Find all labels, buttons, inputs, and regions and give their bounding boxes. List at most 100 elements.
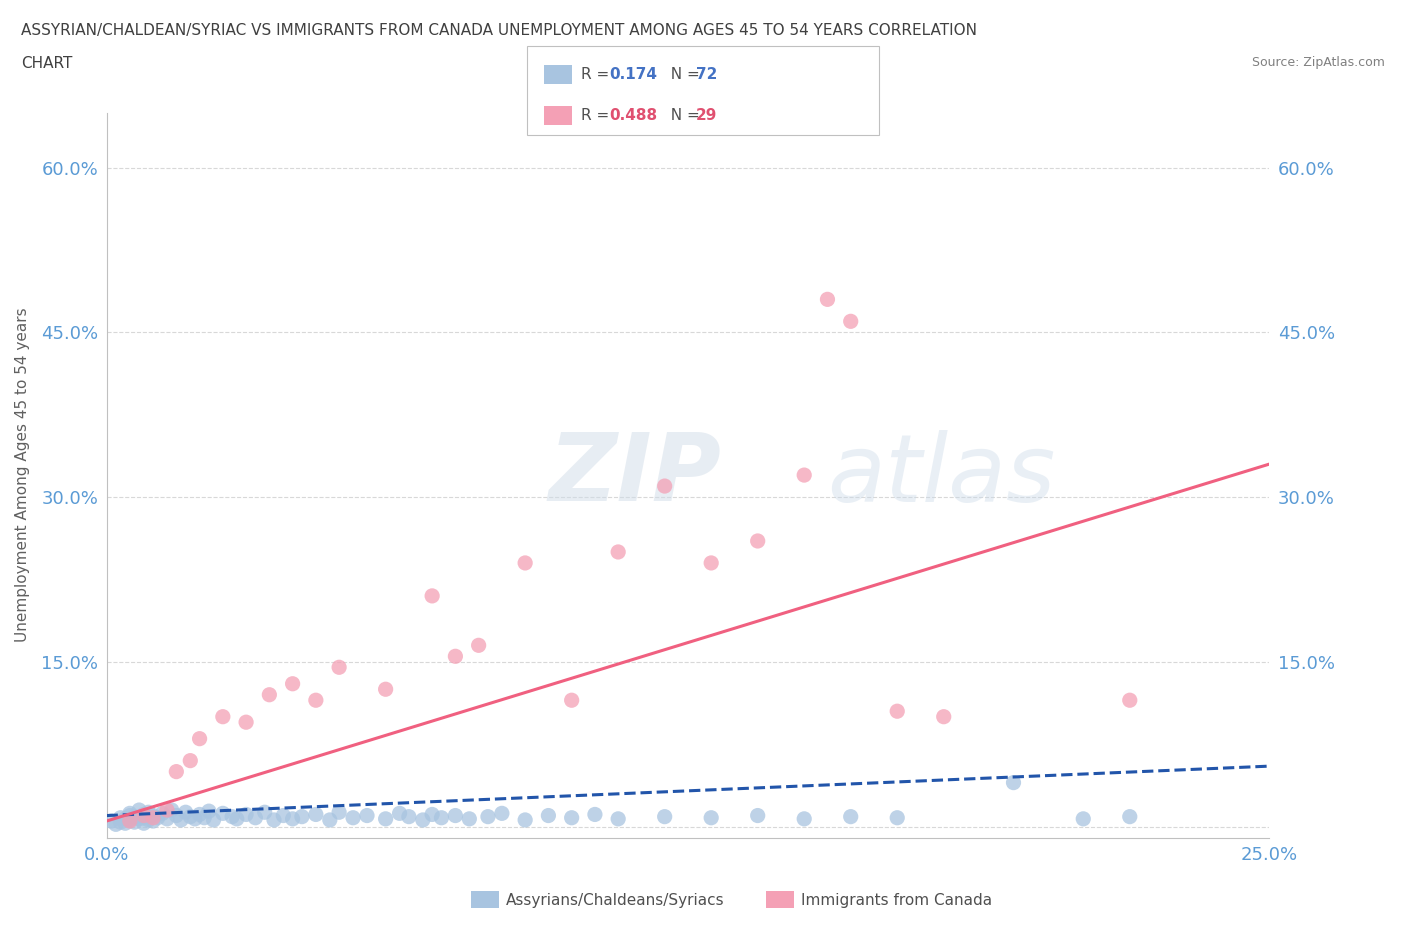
Point [607,811,630,826]
Point [253,804,276,819]
Point [104,817,127,831]
Point [561,693,583,708]
Point [515,555,537,570]
Point [839,809,862,824]
Point [211,710,233,724]
Text: 0.174: 0.174 [609,67,657,82]
Point [118,808,141,823]
Point [583,807,606,822]
Point [281,676,304,691]
Point [793,811,815,826]
Point [263,813,285,828]
Point [747,534,769,549]
Point [124,815,146,830]
Point [374,811,396,826]
Point [128,803,150,817]
Point [700,555,723,570]
Point [150,806,173,821]
Point [179,809,201,824]
Point [700,810,723,825]
Point [342,810,364,825]
Point [114,816,136,830]
Point [477,809,499,824]
Point [356,808,378,823]
Text: Immigrants from Canada: Immigrants from Canada [801,893,993,908]
Point [654,809,676,824]
Point [138,804,160,819]
Text: Source: ZipAtlas.com: Source: ZipAtlas.com [1251,56,1385,69]
Text: R =: R = [581,67,614,82]
Point [374,682,396,697]
Point [747,808,769,823]
Point [165,808,187,823]
Text: Assyrians/Chaldeans/Syriacs: Assyrians/Chaldeans/Syriacs [506,893,724,908]
Point [179,753,201,768]
Point [1119,809,1142,824]
Text: N =: N = [661,67,704,82]
Point [132,810,155,825]
Point [110,810,132,825]
Point [654,479,676,494]
Point [165,764,187,779]
Point [319,813,342,828]
Point [174,804,197,819]
Point [193,810,215,825]
Point [100,814,122,829]
Point [420,589,443,604]
Point [118,814,141,829]
Point [430,810,453,825]
Text: atlas: atlas [828,430,1056,521]
Y-axis label: Unemployment Among Ages 45 to 54 years: Unemployment Among Ages 45 to 54 years [15,308,30,643]
Text: 29: 29 [696,108,717,123]
Point [458,811,481,826]
Point [886,810,908,825]
Point [138,813,160,828]
Point [156,803,179,817]
Point [146,810,169,825]
Point [132,807,155,822]
Point [305,693,328,708]
Point [561,810,583,825]
Point [235,715,257,730]
Point [1071,811,1094,826]
Point [444,649,467,664]
Point [225,811,247,826]
Point [118,813,141,828]
Point [607,545,630,560]
Point [114,811,136,826]
Point [128,811,150,826]
Text: ZIP: ZIP [548,429,721,521]
Text: R =: R = [581,108,614,123]
Point [245,810,267,825]
Point [160,803,183,817]
Point [259,687,281,702]
Point [211,806,233,821]
Point [817,292,839,307]
Text: ASSYRIAN/CHALDEAN/SYRIAC VS IMMIGRANTS FROM CANADA UNEMPLOYMENT AMONG AGES 45 TO: ASSYRIAN/CHALDEAN/SYRIAC VS IMMIGRANTS F… [21,23,977,38]
Point [328,804,350,819]
Point [221,809,243,824]
Point [132,816,155,830]
Point [932,710,955,724]
Point [184,811,207,826]
Point [198,804,221,818]
Point [142,810,165,825]
Point [444,808,467,823]
Point [467,638,489,653]
Point [886,704,908,719]
Point [1002,776,1025,790]
Point [142,808,165,823]
Point [202,813,225,828]
Point [412,813,434,828]
Text: N =: N = [661,108,704,123]
Point [271,808,294,823]
Point [398,809,420,824]
Point [839,314,862,329]
Point [170,813,193,828]
Point [235,807,257,822]
Text: CHART: CHART [21,56,73,71]
Point [110,815,132,830]
Point [142,814,165,829]
Text: 0.488: 0.488 [609,108,657,123]
Point [156,811,179,826]
